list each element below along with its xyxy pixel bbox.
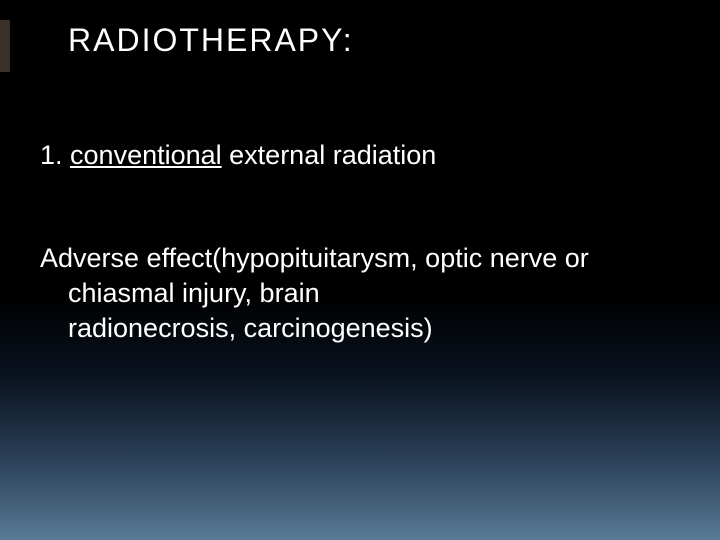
- accent-bar: [0, 20, 10, 72]
- list-number: 1.: [40, 140, 70, 170]
- line1-rest: external radiation: [222, 140, 437, 170]
- para-line-1: Adverse effect(hypopituitarysm, optic ne…: [40, 243, 589, 273]
- body-paragraph: Adverse effect(hypopituitarysm, optic ne…: [40, 241, 680, 346]
- body-line-1: 1. conventional external radiation: [40, 140, 680, 171]
- accent-segment: [0, 33, 10, 46]
- para-line-3: radionecrosis, carcinogenesis): [68, 313, 433, 343]
- accent-segment: [0, 46, 10, 59]
- slide-body: 1. conventional external radiation Adver…: [40, 140, 680, 346]
- slide: RADIOTHERAPY: 1. conventional external r…: [0, 0, 720, 540]
- para-line-2: chiasmal injury, brain: [68, 278, 320, 308]
- slide-title: RADIOTHERAPY:: [68, 22, 354, 59]
- underlined-word: conventional: [70, 140, 222, 170]
- accent-segment: [0, 59, 10, 72]
- accent-segment: [0, 20, 10, 33]
